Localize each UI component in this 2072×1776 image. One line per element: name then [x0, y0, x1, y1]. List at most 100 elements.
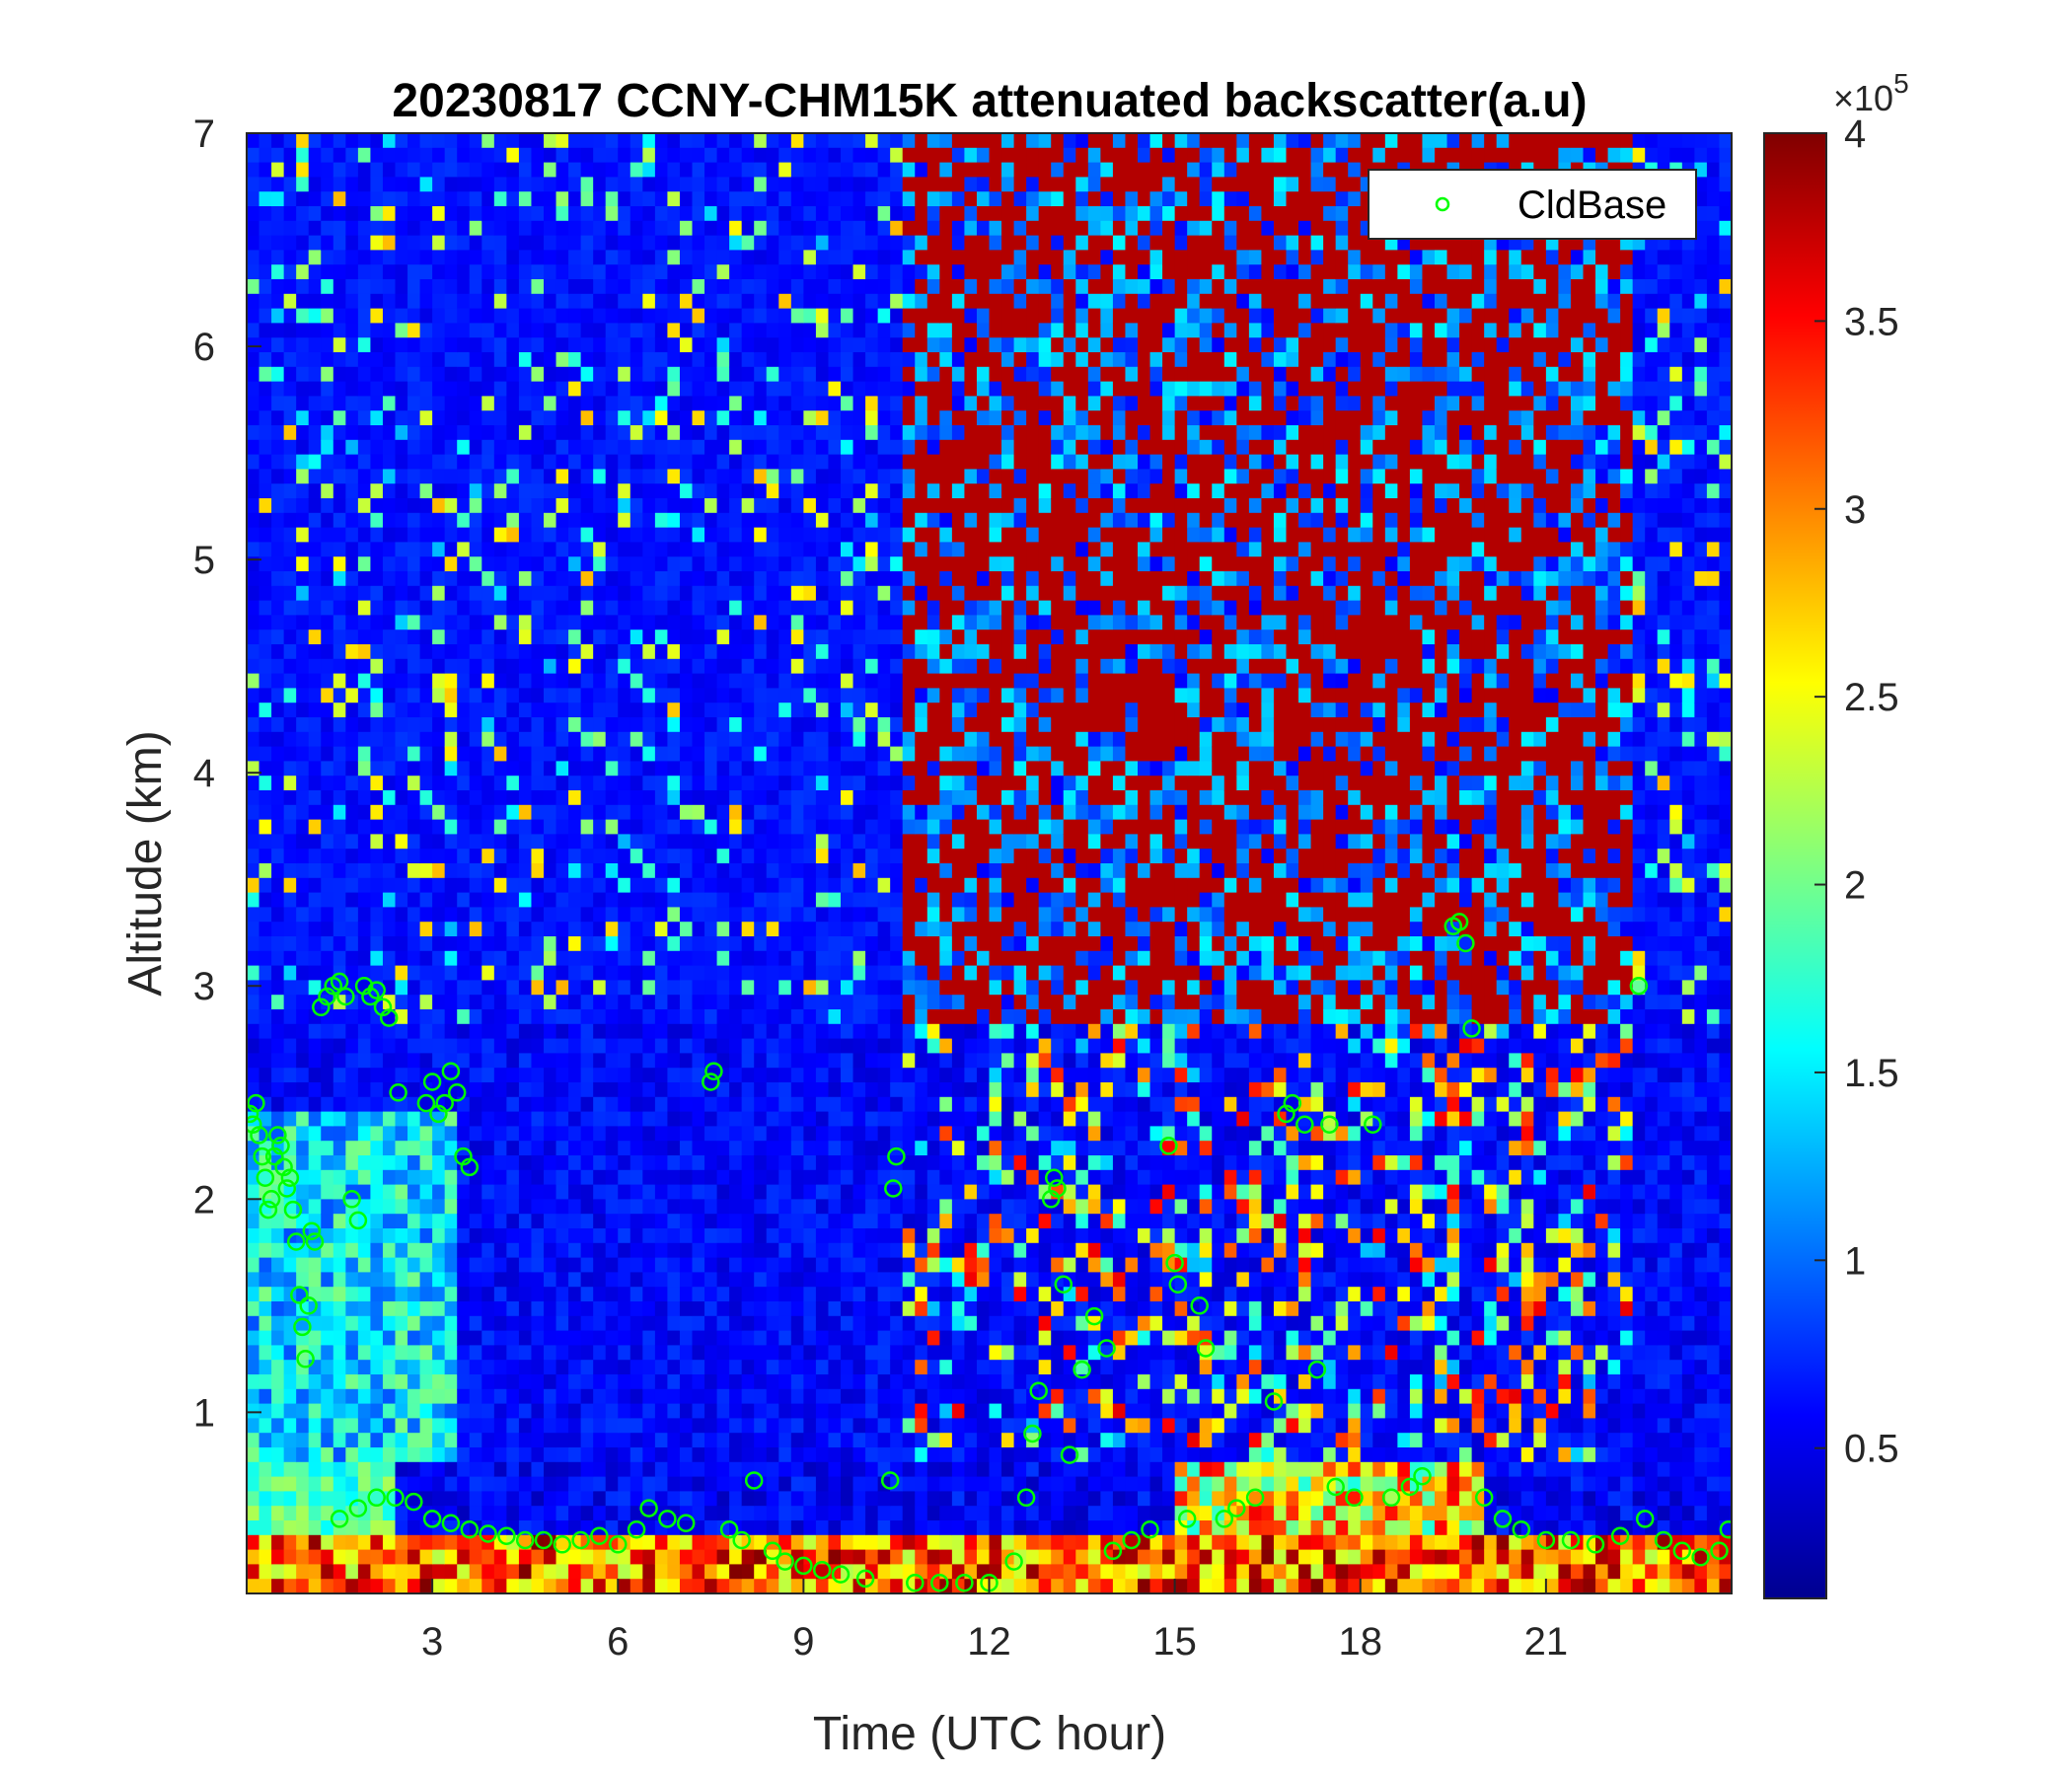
cldbase-point — [1462, 1019, 1481, 1038]
cldbase-point — [1561, 1530, 1581, 1550]
cldbase-point — [367, 1488, 386, 1508]
y-tick-label: 5 — [193, 539, 215, 582]
cldbase-point — [1381, 1488, 1401, 1508]
cldbase-point — [435, 1093, 454, 1113]
cldbase-point — [422, 1073, 442, 1091]
x-tick-label: 18 — [1339, 1620, 1383, 1664]
cldbase-point — [1196, 1339, 1216, 1358]
cldbase-point — [1048, 1179, 1067, 1198]
colorbar-gradient — [1763, 132, 1827, 1599]
cldbase-point — [367, 981, 386, 999]
cldbase-point — [1719, 1519, 1732, 1539]
cldbase-point — [884, 1179, 903, 1198]
cldbase-point — [1456, 933, 1475, 953]
cldbase-point — [930, 1573, 949, 1592]
cldbase-point — [1097, 1339, 1116, 1358]
cldbase-point — [1004, 1552, 1023, 1571]
cldbase-point — [1295, 1115, 1314, 1134]
colorbar-tick-label: 3.5 — [1844, 300, 1899, 343]
cldbase-point — [330, 1510, 349, 1528]
cldbase-point — [280, 1168, 300, 1187]
cldbase-point — [1672, 1541, 1692, 1561]
cldbase-point — [299, 1296, 318, 1315]
cldbase-point — [1073, 1360, 1091, 1379]
cldbase-point — [639, 1499, 658, 1517]
cldbase-point — [763, 1541, 782, 1561]
cldbase-point — [302, 1221, 322, 1240]
colorbar-ticks: 0.5 1 1.5 2 2.5 3 3.5 4 — [1814, 112, 1899, 1471]
cldbase-point — [336, 987, 355, 1006]
colorbar-tick-label: 0.5 — [1844, 1428, 1899, 1471]
cldbase-point — [732, 1530, 751, 1550]
cldbase-point — [1159, 1137, 1178, 1155]
cldbase-point — [744, 1471, 764, 1490]
cldbase-point — [1215, 1510, 1234, 1528]
cldbase-point — [658, 1510, 677, 1528]
x-tick-label: 15 — [1152, 1620, 1197, 1664]
cldbase-point — [1710, 1541, 1729, 1561]
cldbase-point — [955, 1573, 974, 1592]
cldbase-point — [515, 1530, 535, 1550]
backscatter-heatmap — [247, 133, 1732, 1593]
cldbase-point — [812, 1560, 832, 1580]
y-tick-label: 2 — [193, 1178, 215, 1221]
cldbase-point — [1165, 1253, 1184, 1273]
cldbase-point — [293, 1317, 312, 1337]
y-tick-label: 3 — [193, 965, 215, 1008]
cldbase-point — [1512, 1519, 1531, 1539]
cldbase-point — [794, 1556, 813, 1576]
cldbase-point — [1474, 1488, 1494, 1508]
cldbase-point — [702, 1073, 720, 1091]
y-axis-label: Altitude (km) — [119, 730, 172, 996]
cldbase-point — [261, 1190, 281, 1209]
cldbase-point — [1264, 1392, 1284, 1411]
y-tick-label: 4 — [193, 752, 215, 795]
cldbase-point — [253, 1147, 271, 1166]
colorbar-tick-label: 2 — [1844, 864, 1866, 908]
cldbase-point — [271, 1137, 290, 1155]
cldbase-point — [441, 1514, 461, 1532]
cldbase-point — [389, 1083, 407, 1102]
cldbase-point — [497, 1526, 516, 1545]
cldbase-point — [1141, 1519, 1159, 1539]
x-axis-ticks: 3 6 9 12 15 18 21 — [421, 1579, 1568, 1664]
cldbase-point — [247, 1093, 265, 1113]
cldbase-point — [776, 1552, 794, 1571]
cldbase-point — [609, 1535, 628, 1554]
cldbase-point — [348, 1499, 368, 1517]
cldbase-point — [1023, 1424, 1042, 1443]
cldbase-point — [1493, 1510, 1513, 1528]
cldbase-point — [1536, 1530, 1556, 1550]
cldbase-point — [1283, 1093, 1302, 1113]
cldbase-point — [283, 1200, 303, 1220]
cldbase-point — [855, 1569, 875, 1589]
cldbase-point — [277, 1179, 297, 1198]
cldbase-point — [386, 1488, 405, 1508]
colorbar: 0.5 1 1.5 2 2.5 3 3.5 4 ×105 — [1763, 68, 1909, 1599]
cldbase-point — [831, 1565, 851, 1584]
colorbar-exponent: ×105 — [1833, 68, 1909, 118]
cldbase-point — [1449, 913, 1469, 931]
cldbase-point — [676, 1514, 696, 1532]
cldbase-point — [1045, 1168, 1064, 1187]
cldbase-point — [348, 1211, 368, 1230]
x-tick-label: 6 — [607, 1620, 629, 1664]
cldbase-point — [479, 1524, 497, 1543]
cldbase-point — [259, 1200, 278, 1220]
cldbase-point — [719, 1519, 739, 1539]
cldbase-point — [342, 1190, 361, 1209]
cldbase-point — [447, 1083, 467, 1102]
colorbar-tick-label: 1.5 — [1844, 1052, 1899, 1095]
cldbase-point — [1054, 1275, 1073, 1294]
cldbase-point — [1635, 1510, 1655, 1528]
cldbase-point — [1122, 1530, 1141, 1550]
cldbase-point — [250, 1126, 268, 1145]
cldbase-point — [1326, 1477, 1345, 1497]
cldbase-point — [1400, 1477, 1420, 1497]
cldbase-point — [1364, 1115, 1382, 1134]
cldbase-point — [296, 1350, 315, 1369]
cldbase-point — [1691, 1548, 1710, 1567]
legend: CldBase — [1368, 169, 1697, 240]
cldbase-point — [1060, 1445, 1079, 1464]
